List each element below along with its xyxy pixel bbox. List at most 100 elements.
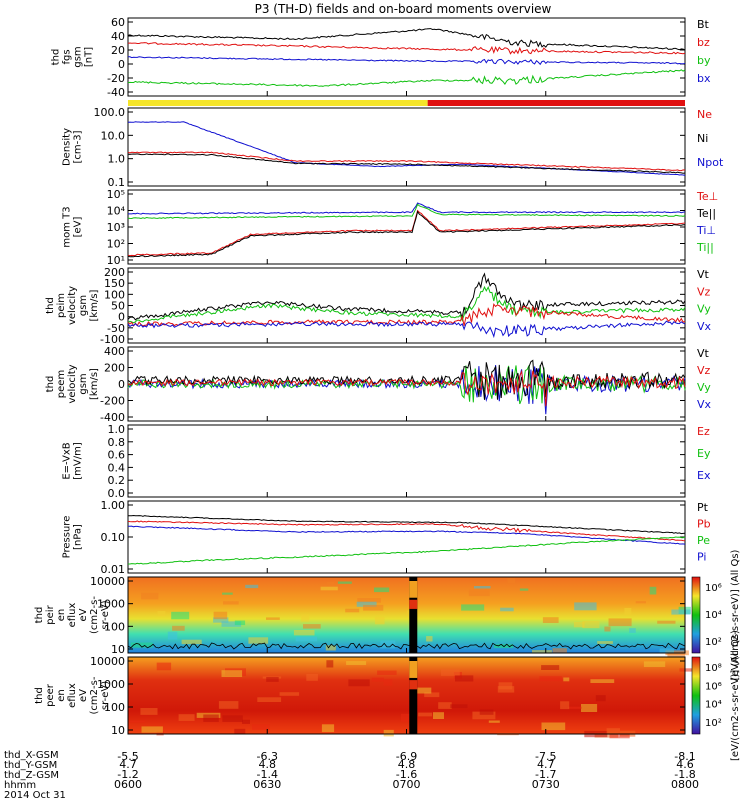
legend-Ti||: Ti||	[696, 241, 714, 254]
panel-frame	[127, 424, 686, 498]
colorbar-label: [eV/(cm2-s-sr-eV)] (All Qs)	[730, 549, 741, 680]
legend-Pt: Pt	[697, 501, 709, 514]
spectrogram-patch	[424, 692, 440, 698]
spectrogram-patch	[245, 584, 259, 589]
spectrogram-patch	[383, 679, 393, 686]
ylabel-line: en	[56, 689, 67, 702]
colorbar-peer: 10⁸ 10⁶ 10⁴ 10² [eV/(cm2-s-sr-eV)] (All Qs)	[691, 630, 741, 761]
spectrogram-patch	[659, 648, 674, 654]
xaxis-row-label: thd_X-GSM	[4, 750, 59, 761]
spectrogram-patch	[507, 578, 516, 584]
colorbar-tick-label: 10²	[705, 718, 722, 729]
spectrogram-patch	[541, 665, 560, 670]
ytick-label: 0.4	[108, 461, 126, 474]
trace-by	[127, 69, 686, 87]
trace-Ne	[127, 151, 686, 172]
ytick-label: 50	[111, 300, 125, 313]
ytick-label: 100	[104, 288, 125, 301]
ylabel-line: [eV]	[73, 217, 84, 238]
ylabel-line: [cm-3]	[73, 130, 84, 163]
spectrogram-patch	[541, 722, 566, 731]
spectrogram-patch	[563, 677, 570, 682]
spectrogram-patch	[433, 712, 444, 719]
ylabel-line: en	[56, 609, 67, 622]
trace-bx	[128, 56, 686, 66]
ytick-label: 100	[104, 701, 125, 714]
spectrogram-patch	[568, 706, 582, 709]
colorbar-peir: 10⁶ 10⁴ 10² [eV/(cm2-s-sr-eV)] (All Qs)	[691, 549, 741, 680]
spectrogram-patch	[455, 675, 474, 682]
ytick-label: 0	[118, 378, 125, 391]
spectrogram-patch	[167, 631, 178, 640]
xtick-label: -8.1	[674, 750, 695, 763]
ylabel-line: eV	[78, 608, 89, 621]
spectrogram-patch	[222, 592, 233, 595]
xtick-label: -1.2	[117, 768, 138, 781]
spectrogram-patch	[181, 639, 202, 645]
ylabel-line: peir	[45, 604, 56, 624]
xtick-label: 4.8	[398, 758, 416, 771]
legend-Vy: Vy	[697, 303, 711, 316]
spectrogram-patch	[606, 728, 620, 734]
ytick-label: 1.0	[108, 153, 126, 166]
spectrogram-patch	[377, 670, 397, 675]
spectrogram-patch	[178, 714, 195, 721]
legend-Te||: Te||	[696, 207, 716, 220]
spectrogram-patch	[472, 711, 496, 720]
spectrogram-patch	[624, 608, 632, 615]
spectrogram-patch	[325, 645, 336, 651]
spectrogram-patch	[374, 587, 390, 593]
spectrogram-patch	[542, 617, 559, 623]
panel-peem_v: 400 200 0 -200 -400 thd peem velocity gsm [km/s] V…	[45, 345, 712, 424]
trace-peem-Vt	[127, 359, 686, 400]
trace-Te-perp	[127, 209, 686, 257]
spectrogram-patch	[326, 660, 334, 668]
xtick-label: -1.6	[396, 768, 417, 781]
xtick-label: 0700	[393, 778, 421, 791]
spectrogram-patch	[363, 604, 384, 611]
ytick-label: 40	[111, 30, 125, 43]
spectrogram-patch	[609, 733, 630, 739]
xtick-label: 4.7	[537, 758, 555, 771]
spectrogram-patch	[213, 617, 229, 623]
colorbar-strip	[691, 656, 701, 735]
ytick-label: 0.10	[101, 531, 126, 544]
spectrogram-patch	[257, 697, 282, 702]
ytick-label: 0.01	[101, 563, 126, 576]
trace-peem-Vy	[127, 364, 686, 405]
xtick-label: -1.8	[674, 768, 695, 781]
spectrogram-patch	[488, 720, 500, 723]
ytick-label: 1.00	[101, 499, 126, 512]
spectrogram-patch	[221, 621, 242, 627]
ytick-label: 1000	[97, 678, 125, 691]
spectrogram-patch	[590, 679, 615, 683]
panel-temp: 10⁵ 10⁴ 10³ 10² 10¹ mom T3 [eV] Te⊥ Te|| Ti⊥ Ti||	[62, 188, 719, 267]
legend-Vz: Vz	[697, 285, 711, 298]
spectrogram-patch	[468, 589, 490, 597]
ytick-label: -200	[100, 395, 125, 408]
colorbar-tick-label: 10⁸	[705, 663, 722, 674]
ytick-label: -40	[107, 86, 125, 99]
trace-Pt	[128, 514, 686, 535]
legend-Pe: Pe	[697, 534, 710, 547]
ylabel-line: gsm	[73, 46, 84, 67]
xtick-label: -6.3	[257, 750, 278, 763]
ylabel-line: sr-eV)	[100, 681, 111, 710]
legend-Ex: Ex	[697, 469, 711, 482]
spectrogram-patch	[474, 586, 491, 589]
legend-Te⊥: Te⊥	[696, 190, 718, 203]
spectrogram-patch	[573, 621, 585, 628]
ylabel-line: velocity	[67, 364, 78, 403]
legend-bx: bx	[697, 72, 711, 85]
data-gap-band	[409, 599, 418, 609]
trace-peem-Vz	[127, 369, 686, 407]
spectrogram-patch	[413, 687, 432, 694]
ytick-label: 0.6	[108, 449, 126, 462]
xtick-label: 0730	[532, 778, 560, 791]
ylabel-line: [nT]	[84, 47, 95, 67]
ylabel-line: thd	[34, 607, 45, 624]
xtick-label: 0800	[671, 778, 699, 791]
